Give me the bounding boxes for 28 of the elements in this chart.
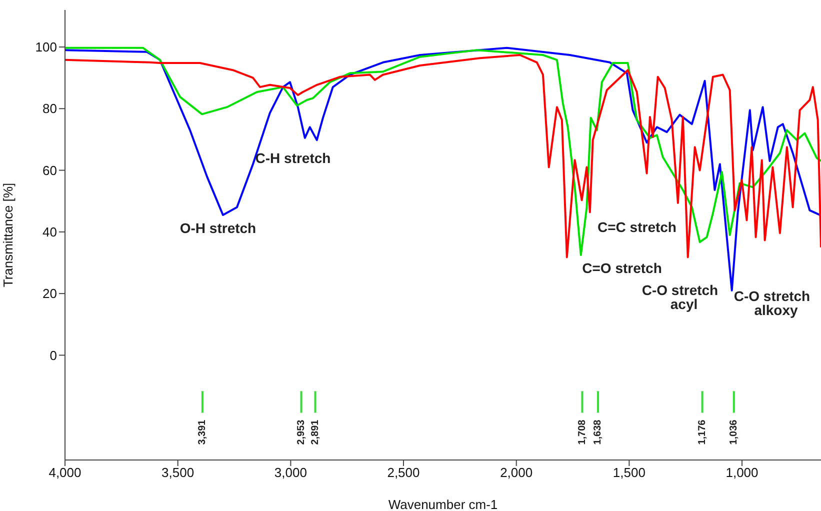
- ref-line-label: 1,176: [696, 419, 708, 445]
- x-tick-label: 1,000: [726, 465, 758, 480]
- x-tick-label: 4,000: [48, 465, 82, 480]
- annotation: O-H stretch: [180, 220, 256, 236]
- y-tick-label: 20: [42, 286, 57, 302]
- x-tick-label: 3,500: [162, 465, 194, 480]
- y-tick-label: 80: [42, 101, 57, 116]
- annotation: C-H stretch: [255, 150, 331, 166]
- ref-line-label: 2,953: [296, 419, 307, 445]
- y-tick-label: 100: [35, 40, 57, 55]
- x-tick-label: 3,000: [274, 465, 307, 480]
- annotation: C=C stretch: [598, 219, 676, 235]
- y-tick-label: 60: [42, 162, 57, 178]
- x-tick-label: 1,500: [612, 465, 646, 480]
- annotation: C-O stretch alkoxy: [734, 288, 810, 318]
- x-tick-label: 2,000: [500, 465, 533, 480]
- ref-line-label: 1,708: [576, 419, 588, 445]
- x-tick-label: 2,500: [387, 465, 420, 480]
- annotation: C=O stretch: [582, 260, 662, 276]
- ref-line-label: 2,891: [310, 419, 321, 445]
- y-axis-title: Transmittance [%]: [0, 182, 16, 288]
- x-axis-title: Wavenumber cm-1: [388, 497, 498, 511]
- ref-line-label: 1,036: [728, 419, 740, 445]
- ref-line-label: 3,391: [197, 419, 208, 445]
- ref-line-label: 1,638: [592, 419, 604, 445]
- y-tick-label: 40: [42, 224, 57, 240]
- y-tick-label: 0: [50, 348, 57, 363]
- annotation: C-O stretch acyl: [642, 282, 718, 312]
